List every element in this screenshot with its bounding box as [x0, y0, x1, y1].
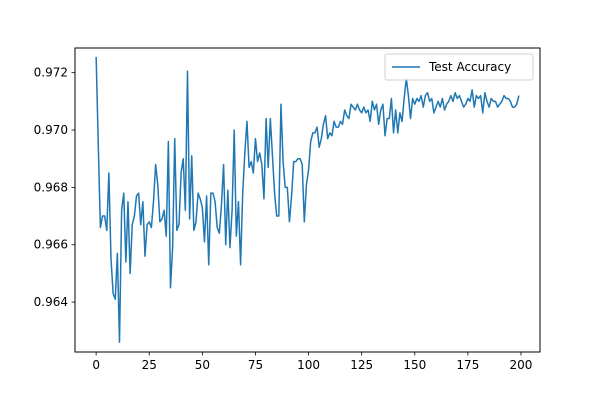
series-layer — [95, 56, 520, 343]
x-tick-label: 100 — [297, 358, 320, 372]
legend-label: Test Accuracy — [428, 60, 511, 74]
y-tick-label: 0.966 — [34, 238, 68, 252]
y-axis-ticks: 0.964 0.966 0.968 0.970 0.972 — [34, 66, 75, 309]
axes-border — [74, 47, 541, 353]
y-tick-label: 0.964 — [34, 295, 68, 309]
y-tick-label: 0.970 — [34, 123, 68, 137]
x-axis-ticks: 0 25 50 75 100 125 150 175 200 — [92, 352, 532, 372]
y-tick-label: 0.972 — [34, 66, 68, 80]
x-tick-label: 25 — [142, 358, 157, 372]
x-tick-label: 200 — [510, 358, 533, 372]
x-tick-label: 75 — [248, 358, 263, 372]
legend-box — [384, 53, 534, 81]
x-tick-label: 125 — [350, 358, 373, 372]
x-tick-label: 50 — [195, 358, 210, 372]
x-tick-label: 0 — [92, 358, 100, 372]
plot-area — [75, 48, 540, 352]
x-tick-label: 150 — [403, 358, 426, 372]
y-tick-label: 0.968 — [34, 180, 68, 194]
series-line-0 — [95, 56, 520, 343]
legend: Test Accuracy — [384, 53, 534, 81]
x-tick-label: 175 — [456, 358, 479, 372]
axes-frame — [74, 47, 541, 353]
